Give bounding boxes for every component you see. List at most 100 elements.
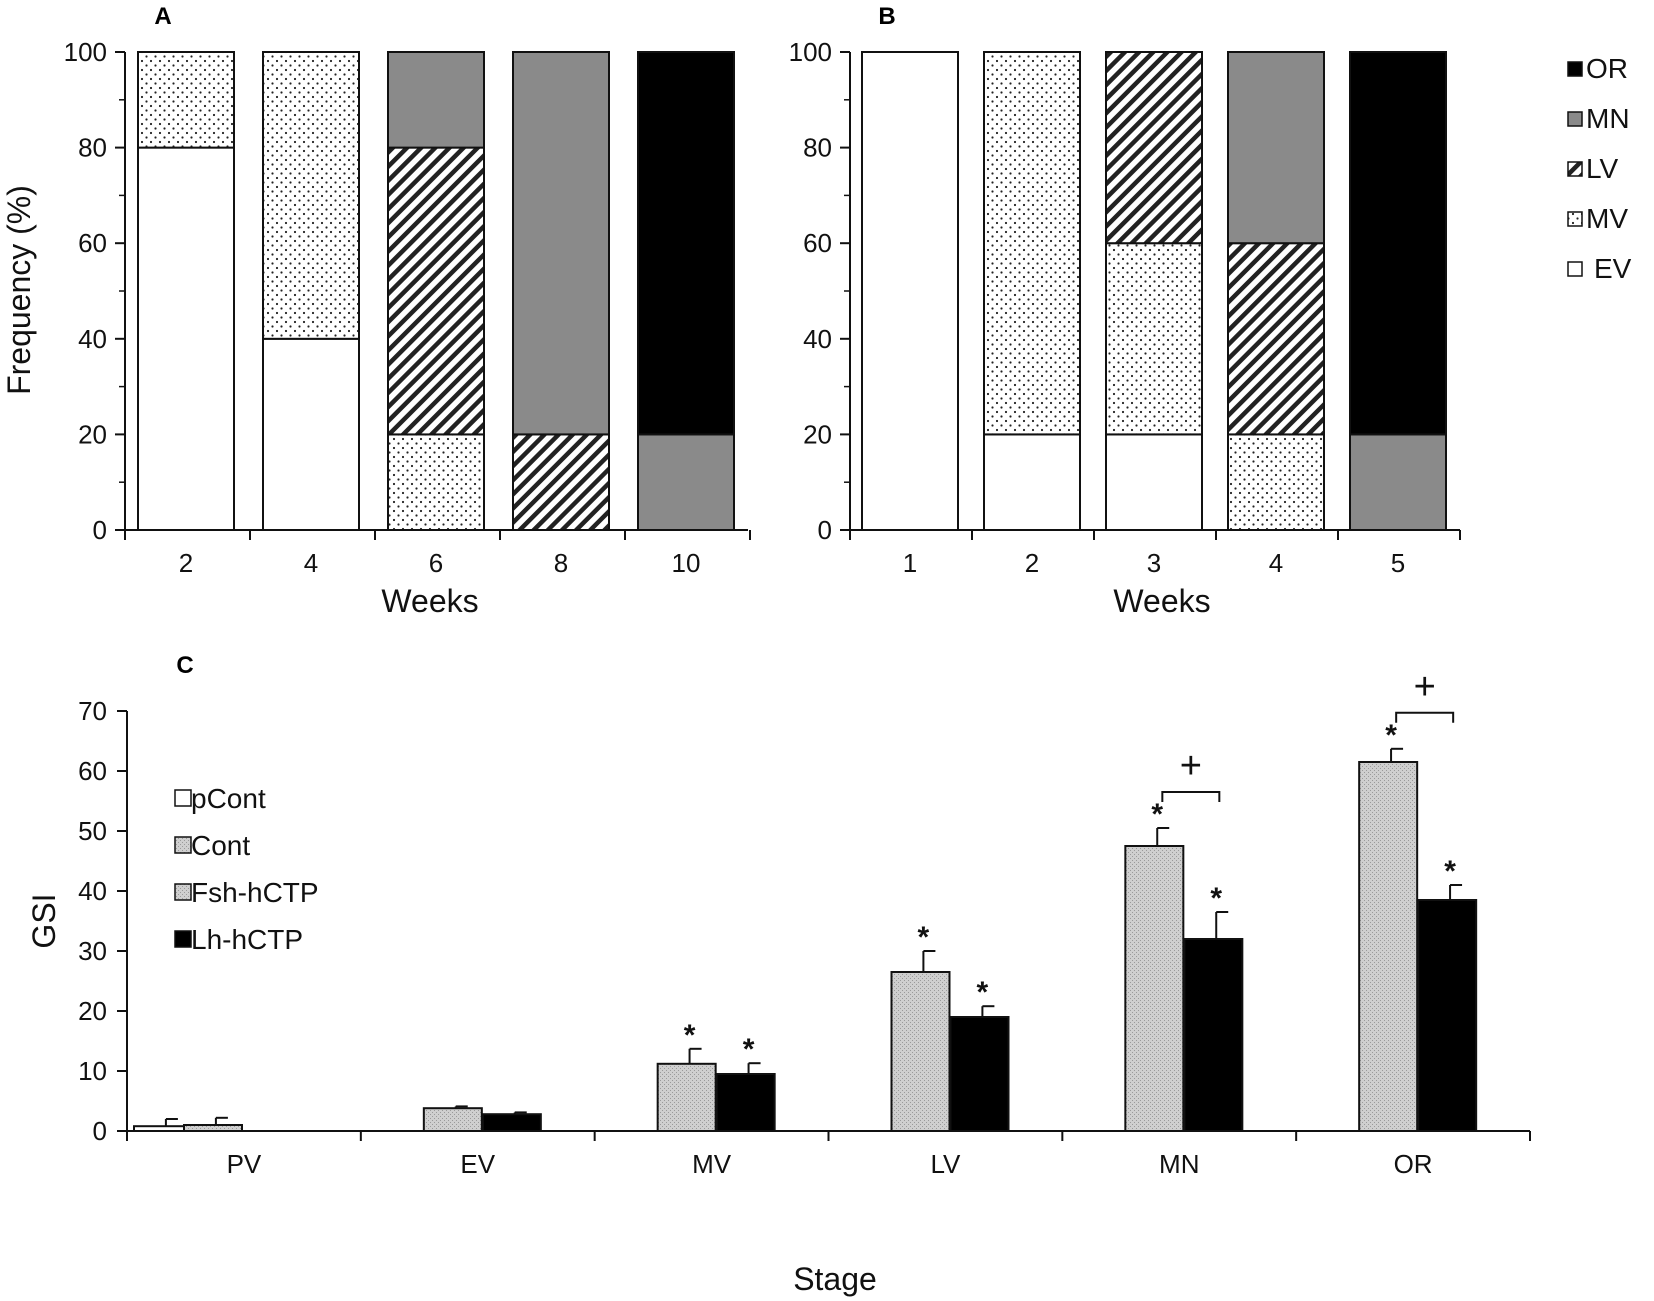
legend-label-ev: EV — [1594, 253, 1632, 284]
x-tick-label: OR — [1394, 1149, 1433, 1179]
y-tick-label: 30 — [78, 936, 107, 966]
legend-label-mn: MN — [1586, 103, 1630, 134]
legend-label-cont: Cont — [191, 830, 250, 861]
bar-b-week-3-ev — [1105, 433, 1203, 531]
comparison-bracket-mn — [1161, 791, 1221, 802]
panel-letter-a: A — [154, 3, 171, 30]
y-tick-label: 60 — [78, 228, 107, 258]
bar-b-week-4-mv — [1227, 433, 1325, 531]
bar-b-week-5-mn — [1349, 433, 1447, 531]
bar-c-lv-lh-hctp — [949, 1016, 1010, 1132]
x-tick-label: 4 — [1269, 548, 1283, 578]
bar-a-week-8-mn — [512, 51, 610, 436]
bar-c-mn-fsh-hctp — [1124, 845, 1185, 1132]
x-tick-label: EV — [460, 1149, 495, 1179]
significance-star: * — [1385, 719, 1397, 752]
x-tick-label: 6 — [429, 548, 443, 578]
x-tick-label: 2 — [1025, 548, 1039, 578]
x-axis-title: Stage — [793, 1261, 877, 1297]
bar-a-week-4-ev — [262, 337, 360, 531]
bar-a-week-6-lv — [387, 146, 485, 436]
bar-b-week-1-ev — [861, 51, 959, 531]
panel-letter-c: C — [176, 652, 193, 679]
x-tick-label: MV — [692, 1149, 732, 1179]
bar-a-week-6-mv — [387, 433, 485, 531]
bar-c-or-fsh-hctp — [1358, 761, 1419, 1132]
comparison-plus-mn: + — [1180, 745, 1202, 787]
chart-panel-b: B 0 20 40 60 80 100 1 2 3 4 5 Weeks OR MN LV MV EV — [789, 3, 1632, 619]
bar-c-ev-lh-hctp — [481, 1113, 542, 1132]
x-tick-label: MN — [1159, 1149, 1199, 1179]
significance-star: * — [743, 1033, 755, 1066]
y-tick-label: 40 — [803, 324, 832, 354]
bar-a-week-6-mn — [387, 51, 485, 149]
legend-swatch-or — [1567, 61, 1583, 77]
bar-c-mv-fsh-hctp — [656, 1062, 717, 1133]
y-tick-label: 80 — [803, 133, 832, 163]
x-tick-label: 10 — [672, 548, 701, 578]
y-tick-label: 40 — [78, 876, 107, 906]
bar-a-week-4-mv — [262, 51, 360, 340]
legend-swatch-lv — [1567, 161, 1583, 177]
y-axis-title: Frequency (%) — [1, 185, 37, 395]
y-tick-label: 0 — [93, 515, 107, 545]
bar-a-week-10-mn — [637, 433, 735, 531]
bar-b-week-2-ev — [983, 433, 1081, 531]
legend-swatch-ev — [1567, 261, 1583, 277]
y-tick-label: 60 — [78, 756, 107, 786]
legend-swatch-pcont — [174, 789, 192, 807]
significance-star: * — [684, 1019, 696, 1052]
legend-label-or: OR — [1586, 53, 1628, 84]
bar-b-week-3-lv — [1105, 51, 1203, 245]
y-tick-label: 80 — [78, 133, 107, 163]
bar-b-week-4-mn — [1227, 51, 1325, 245]
legend-label-fsh-hctp: Fsh-hCTP — [191, 877, 319, 908]
significance-star: * — [1444, 855, 1456, 888]
x-tick-label: 4 — [304, 548, 318, 578]
x-tick-label: 1 — [903, 548, 917, 578]
y-tick-label: 100 — [64, 37, 107, 67]
legend-swatch-fsh-hctp — [174, 883, 192, 901]
panel-letter-b: B — [878, 3, 895, 30]
x-axis-title: Weeks — [1113, 583, 1210, 619]
bar-a-week-10-or — [637, 51, 735, 436]
y-tick-label: 20 — [803, 419, 832, 449]
legend-label-lh-hctp: Lh-hCTP — [191, 924, 303, 955]
legend-label-mv: MV — [1586, 203, 1628, 234]
x-tick-label: 5 — [1391, 548, 1405, 578]
legend: OR MN LV MV EV — [1567, 53, 1632, 284]
legend-label-lv: LV — [1586, 153, 1618, 184]
bar-b-week-2-mv — [983, 51, 1081, 436]
x-axis-title: Weeks — [381, 583, 478, 619]
chart-panel-a: A 0 20 40 60 80 100 2 4 6 8 10 Weeks Frequency (%) — [1, 3, 751, 619]
bar-a-week-2-mv — [137, 51, 235, 149]
legend-swatch-mn — [1567, 111, 1583, 127]
x-tick-label: LV — [930, 1149, 961, 1179]
comparison-plus-or: + — [1414, 666, 1436, 708]
bar-a-week-8-lv — [512, 433, 610, 531]
legend-label-pcont: pCont — [191, 783, 266, 814]
y-tick-label: 20 — [78, 996, 107, 1026]
bar-a-week-2-ev — [137, 146, 235, 531]
bar-b-week-5-or — [1349, 51, 1447, 436]
x-tick-label: 8 — [554, 548, 568, 578]
comparison-bracket-or — [1395, 711, 1455, 723]
y-tick-label: 100 — [789, 37, 832, 67]
significance-star: * — [977, 976, 989, 1009]
significance-star: * — [918, 921, 930, 954]
y-tick-label: 0 — [818, 515, 832, 545]
bar-c-lv-fsh-hctp — [890, 971, 951, 1132]
legend-swatch-lh-hctp — [174, 930, 192, 948]
y-tick-label: 60 — [803, 228, 832, 258]
x-tick-label: PV — [227, 1149, 262, 1179]
bar-c-ev-fsh-hctp — [422, 1107, 483, 1132]
legend-swatch-cont — [174, 836, 192, 854]
bar-c-or-lh-hctp — [1417, 899, 1478, 1132]
y-tick-label: 40 — [78, 324, 107, 354]
y-tick-label: 0 — [93, 1116, 107, 1146]
y-tick-label: 20 — [78, 419, 107, 449]
y-tick-label: 70 — [78, 696, 107, 726]
bar-b-week-3-mv — [1105, 242, 1203, 436]
chart-panel-c: C * * * * * * * * + +0 10 20 30 40 50 60 70 PV EV MV LV MN OR St… — [26, 652, 1531, 1297]
